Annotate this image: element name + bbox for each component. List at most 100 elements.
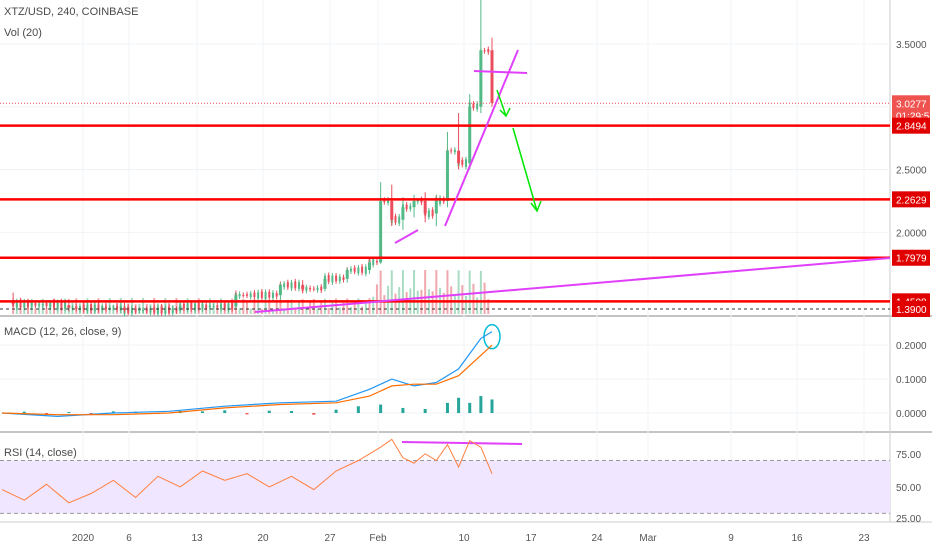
candle-body xyxy=(93,304,96,312)
macd-histogram-bar xyxy=(312,413,316,415)
price-pane[interactable] xyxy=(0,0,890,314)
volume-bar xyxy=(216,307,219,314)
volume-bar xyxy=(305,308,308,314)
candle-body xyxy=(86,304,89,312)
macd-histogram-bar xyxy=(457,397,461,414)
candle-body xyxy=(465,159,468,168)
macd-histogram-bar xyxy=(479,396,483,414)
time-tick-label: Feb xyxy=(369,533,387,544)
time-tick-label: 20 xyxy=(257,533,269,544)
candle-body xyxy=(260,291,263,298)
candle-body xyxy=(216,305,219,308)
time-tick-label: 24 xyxy=(591,533,603,544)
price-tick-label: 2.0000 xyxy=(896,228,927,239)
price-tag-label: 1.7979 xyxy=(896,254,927,265)
candle-body xyxy=(490,50,494,103)
candle-body xyxy=(327,275,330,282)
volume-bar xyxy=(142,298,145,314)
candle-body xyxy=(349,268,352,272)
volume-bar xyxy=(246,300,248,314)
macd-histogram-bar xyxy=(111,411,115,414)
volume-bar xyxy=(346,298,349,314)
candle-body xyxy=(335,275,338,282)
candle-body xyxy=(78,305,81,311)
candle-body xyxy=(283,283,286,288)
volume-bar xyxy=(353,301,356,314)
candle-body xyxy=(242,294,245,296)
candle-body xyxy=(34,303,37,306)
candle-body xyxy=(156,307,159,314)
candle-body xyxy=(401,207,405,220)
candle-body xyxy=(316,287,319,291)
candle-body xyxy=(64,302,67,309)
price-tags: 3.027701:29:582.84942.26291.79791.45081.… xyxy=(892,95,932,317)
candle-body xyxy=(138,309,141,312)
volume-bar xyxy=(472,283,475,314)
volume-bar xyxy=(372,296,375,314)
time-tick-label: Mar xyxy=(639,533,657,544)
price-tag-box xyxy=(892,95,930,112)
candle-body xyxy=(312,288,315,290)
candle-body xyxy=(416,200,419,202)
candle-body xyxy=(412,200,416,208)
candle-body xyxy=(197,303,200,309)
volume-bar xyxy=(297,299,300,314)
candle-body xyxy=(405,204,408,210)
candle-body xyxy=(220,304,223,309)
candle-body xyxy=(264,291,267,299)
volume-bar xyxy=(487,299,490,314)
price-tag-box xyxy=(892,117,930,134)
volume-bar xyxy=(301,299,304,314)
time-axis: 2020 6 13 20 27 Feb 10 17 24 Mar 9 16 23 xyxy=(72,533,870,544)
candle-body xyxy=(97,304,100,311)
candle-body xyxy=(253,292,256,298)
macd-histogram-bar xyxy=(67,412,71,414)
candle-body xyxy=(30,302,33,307)
volume-bar xyxy=(290,299,293,314)
candle-body xyxy=(286,282,289,288)
candle-body xyxy=(190,302,193,310)
volume-bar xyxy=(242,298,245,314)
candle-body xyxy=(338,276,341,282)
candle-body xyxy=(153,307,156,313)
candle-body xyxy=(212,306,215,308)
price-tag-label: 01:29:58 xyxy=(896,112,932,123)
candle-body xyxy=(301,285,305,289)
rsi-series xyxy=(1,438,493,504)
candle-body xyxy=(387,199,390,204)
price-tick-label: 2.5000 xyxy=(896,166,927,177)
time-tick-label: 27 xyxy=(324,533,336,544)
macd-series xyxy=(1,331,494,418)
steep-trend-line xyxy=(444,49,519,227)
volume-bar xyxy=(316,308,319,314)
candle-body xyxy=(427,210,430,218)
volume-bar xyxy=(294,309,297,314)
volume-bar xyxy=(405,292,408,314)
candle-body xyxy=(364,266,367,274)
chart-title: XTZ/USD, 240, COINBASE xyxy=(4,6,138,18)
candle-body xyxy=(90,303,93,311)
candle-body xyxy=(483,50,486,52)
price-tag-box xyxy=(892,249,930,266)
candle-body xyxy=(67,305,71,308)
candle-body xyxy=(134,308,137,312)
candle-body xyxy=(227,303,230,310)
candle-body xyxy=(45,302,48,307)
volume-bar xyxy=(357,298,360,314)
candle-body xyxy=(208,305,211,308)
candle-body xyxy=(19,300,22,308)
price-tag-label: 2.8494 xyxy=(896,122,927,133)
long-trend-line xyxy=(254,257,891,313)
candle-body xyxy=(461,159,464,165)
macd-histogram-bar xyxy=(223,410,227,414)
candle-body xyxy=(331,275,334,283)
candlesticks xyxy=(11,0,494,317)
volume-bar xyxy=(368,298,371,314)
candle-body xyxy=(268,291,271,298)
candle-body xyxy=(127,306,130,313)
candle-body xyxy=(112,307,115,309)
volume-bar xyxy=(249,308,252,314)
candle-body xyxy=(56,302,59,309)
volume-bar xyxy=(338,307,341,314)
